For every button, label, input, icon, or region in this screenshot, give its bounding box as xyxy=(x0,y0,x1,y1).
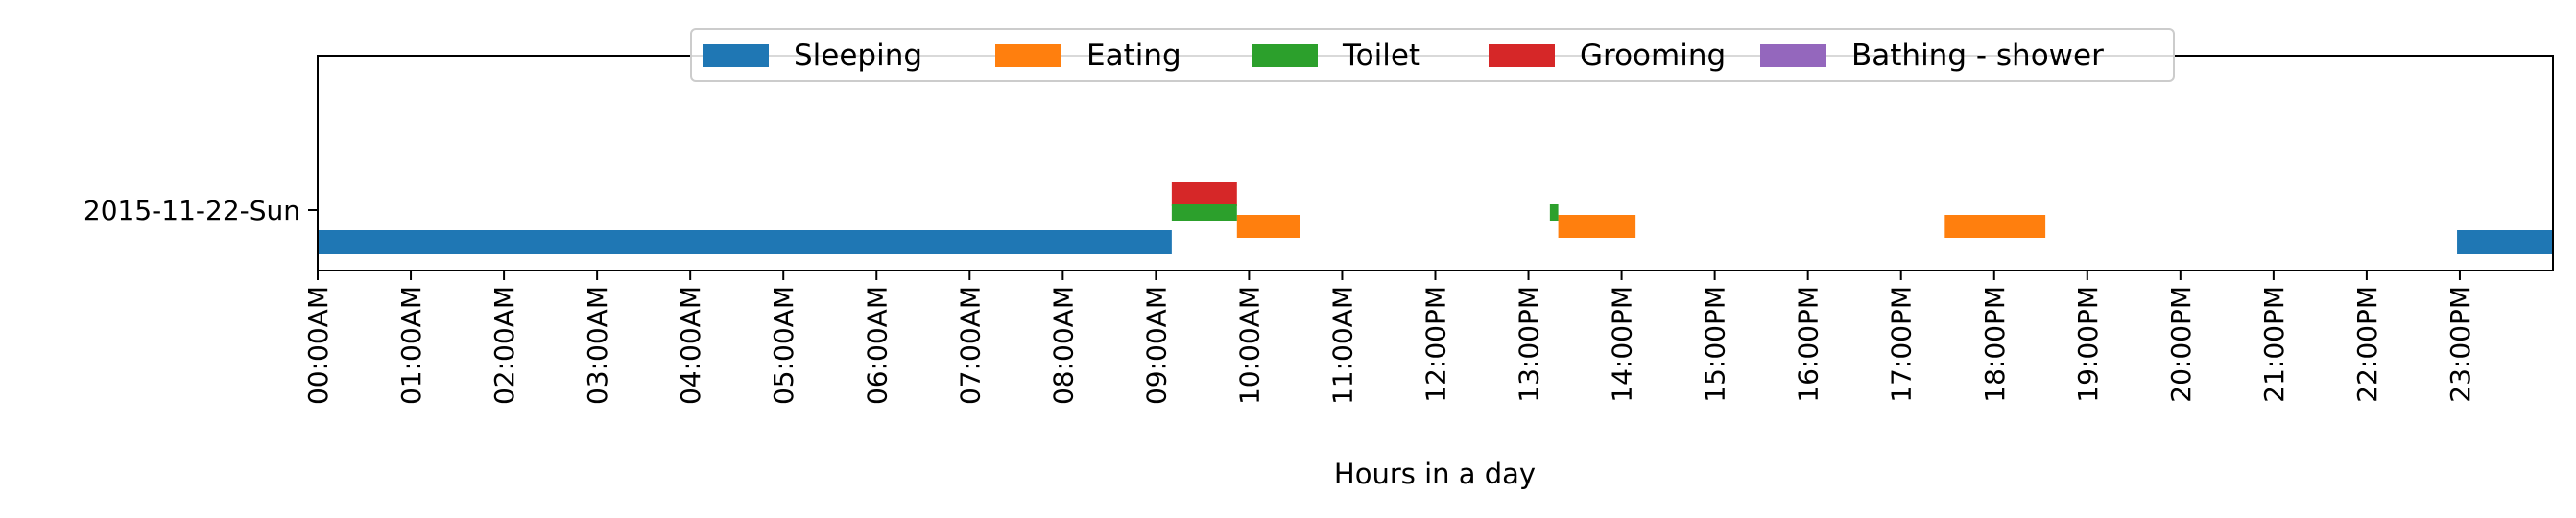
legend-swatch xyxy=(1489,44,1555,67)
legend-swatch xyxy=(1252,44,1318,67)
x-tick-label: 17:00PM xyxy=(1886,286,1918,403)
sleeping-bar xyxy=(318,230,1172,254)
legend-label: Toilet xyxy=(1342,38,1420,73)
toilet-bar xyxy=(1171,204,1237,221)
legend: Sleeping Eating Toilet Grooming Bathing - sh… xyxy=(690,28,2175,82)
legend-label: Grooming xyxy=(1580,38,1726,73)
legend-label: Bathing - shower xyxy=(1851,38,2104,73)
x-tick-label: 04:00AM xyxy=(675,286,706,405)
x-tick-label: 10:00AM xyxy=(1233,286,1265,405)
x-tick-label: 03:00AM xyxy=(582,286,613,405)
x-tick-label: 21:00PM xyxy=(2258,286,2290,403)
x-tick-label: 07:00AM xyxy=(954,286,986,405)
eating-bar xyxy=(1944,215,2046,238)
x-tick-label: 08:00AM xyxy=(1047,286,1079,405)
activity-bars xyxy=(318,182,2553,254)
eating-bar xyxy=(1236,215,1300,238)
legend-swatch xyxy=(995,44,1061,67)
legend-label: Eating xyxy=(1086,38,1181,73)
sleeping-bar xyxy=(2457,230,2553,254)
x-axis-title: Hours in a day xyxy=(1334,458,1536,490)
legend-swatch xyxy=(703,44,769,67)
x-tick-label: 19:00PM xyxy=(2072,286,2104,403)
x-tick-label: 15:00PM xyxy=(1700,286,1731,403)
toilet-bar xyxy=(1549,204,1559,221)
x-tick-label: 23:00PM xyxy=(2445,286,2476,403)
x-tick-label: 18:00PM xyxy=(1979,286,2011,403)
x-tick-label: 12:00PM xyxy=(1420,286,1452,403)
day-label: 2015-11-22-Sun xyxy=(83,195,300,226)
x-tick-label: 05:00AM xyxy=(768,286,799,405)
grooming-bar xyxy=(1171,182,1237,206)
x-tick-label: 02:00AM xyxy=(489,286,520,405)
legend-swatch xyxy=(1760,44,1826,67)
legend-frame xyxy=(690,28,2175,82)
x-tick-label: 14:00PM xyxy=(1607,286,1638,403)
y-axis: 2015-11-22-Sun xyxy=(83,195,318,226)
eating-bar xyxy=(1558,215,1636,238)
x-tick-label: 06:00AM xyxy=(861,286,893,405)
x-tick-label: 01:00AM xyxy=(395,286,427,405)
x-tick-label: 16:00PM xyxy=(1793,286,1825,403)
legend-label: Sleeping xyxy=(794,38,922,73)
x-tick-label: 11:00AM xyxy=(1326,286,1358,405)
x-tick-label: 22:00PM xyxy=(2351,286,2383,403)
x-axis: 00:00AM 01:00AM 02:00AM 03:00AM 04:00AM 05:00… xyxy=(302,271,2476,405)
x-tick-label: 00:00AM xyxy=(302,286,334,405)
x-tick-label: 13:00PM xyxy=(1514,286,1545,403)
x-tick-label: 09:00AM xyxy=(1140,286,1172,405)
x-tick-label: 20:00PM xyxy=(2165,286,2197,403)
